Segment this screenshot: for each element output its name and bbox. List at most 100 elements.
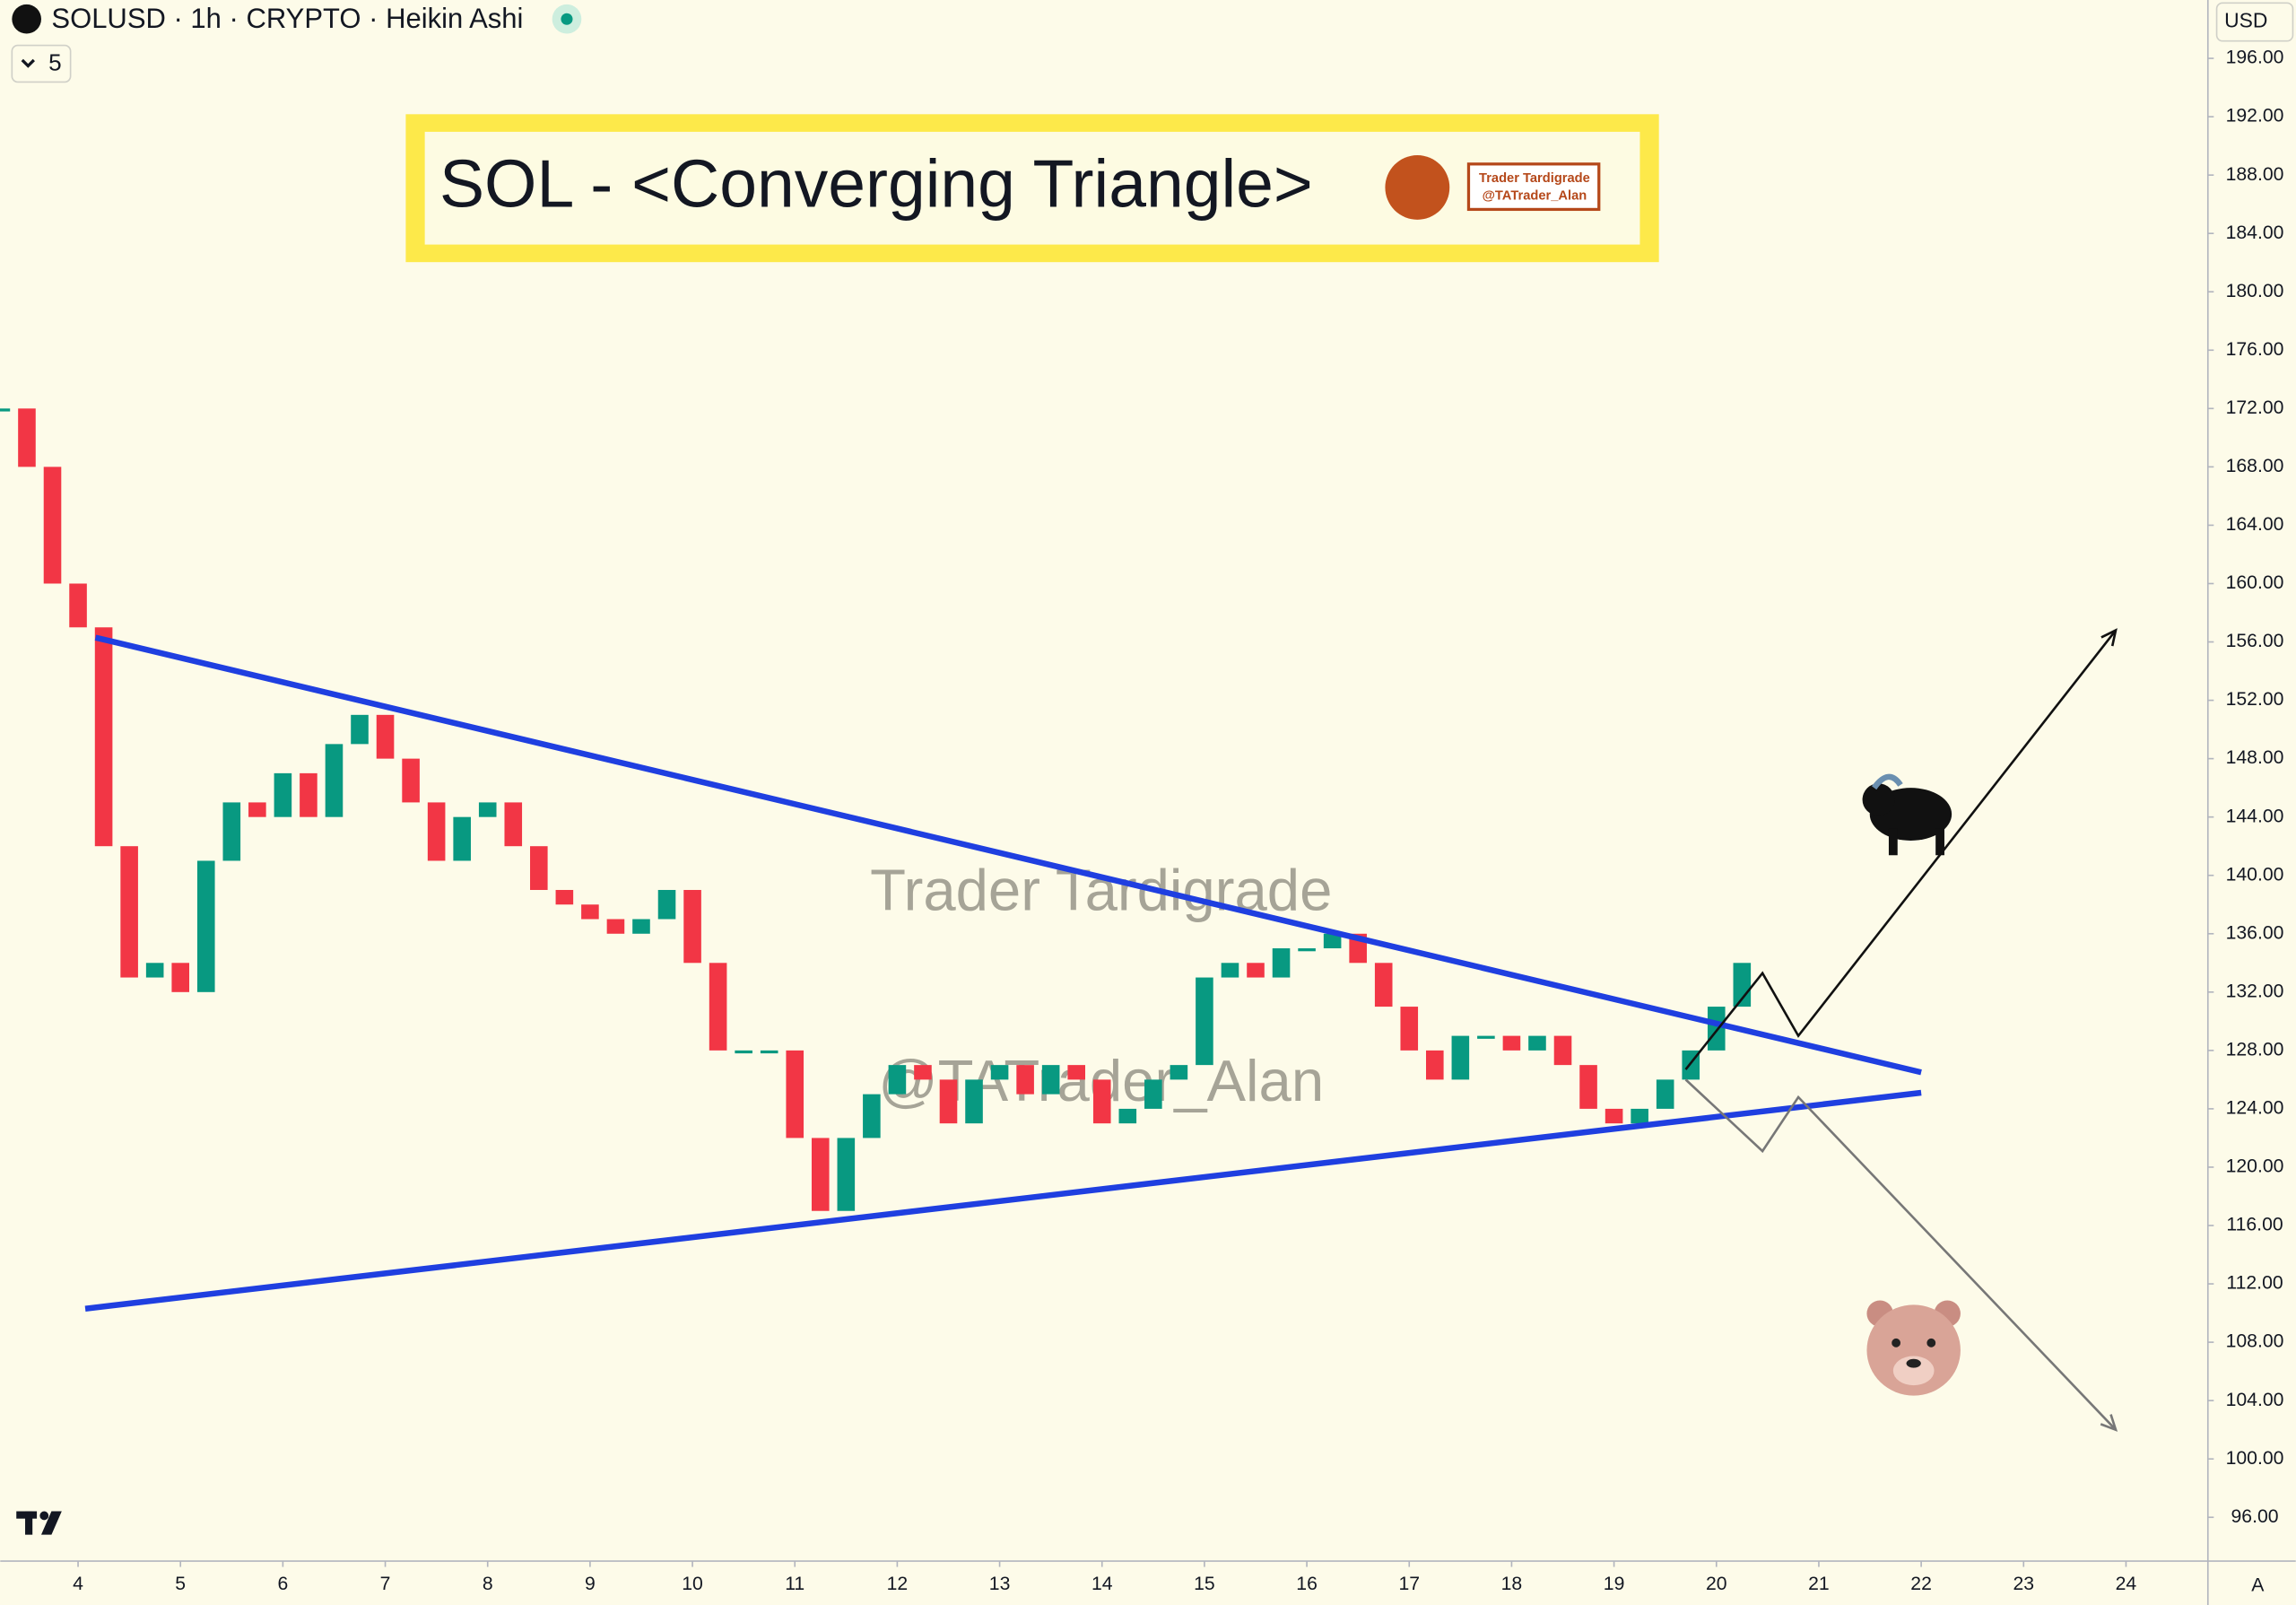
candle [0, 408, 11, 412]
y-tick-label: 132.00 [2226, 981, 2284, 1001]
y-tick-label: 192.00 [2226, 106, 2284, 126]
marks [0, 408, 2118, 1432]
candle [1631, 1108, 1648, 1124]
candle [965, 1079, 983, 1124]
candle [1426, 1050, 1444, 1080]
x-tick-label: 11 [785, 1574, 804, 1594]
candle [811, 1138, 830, 1211]
chart-title: SOL - <Converging Triangle> [439, 145, 1313, 221]
candle [1451, 1035, 1470, 1080]
candle [1041, 1065, 1060, 1095]
y-tick-label: 160.00 [2226, 572, 2284, 593]
candle [606, 919, 625, 934]
candle [657, 889, 676, 920]
candle [1374, 963, 1393, 1007]
x-tick-label: 13 [989, 1574, 1011, 1594]
x-tick-label: 10 [682, 1574, 703, 1594]
x-tick-label: 23 [2013, 1574, 2034, 1594]
x-tick-label: 19 [1604, 1574, 1625, 1594]
candle [248, 802, 266, 817]
status-dot-inner [561, 13, 573, 25]
symbol-info: SOLUSD · 1h · CRYPTO · Heikin Ashi [51, 3, 523, 34]
candle [1221, 963, 1239, 978]
y-tick-label: 144.00 [2226, 806, 2284, 826]
candle [1247, 963, 1265, 978]
currency-selector[interactable] [2215, 2, 2294, 42]
candle [376, 714, 395, 759]
candle [1144, 1079, 1162, 1109]
candle [478, 802, 497, 817]
y-tick-label: 156.00 [2226, 631, 2284, 651]
candle [581, 904, 599, 920]
candle [1272, 948, 1291, 978]
candle [1400, 1007, 1419, 1051]
candle [427, 802, 446, 861]
candle [709, 963, 727, 1051]
candle [69, 583, 87, 628]
x-tick-label: 15 [1194, 1574, 1215, 1594]
projection [1684, 629, 2118, 1070]
candle [863, 1094, 881, 1138]
y-tick-label: 108.00 [2226, 1331, 2284, 1352]
x-tick-label: 21 [1808, 1574, 1830, 1594]
candle [1298, 948, 1316, 952]
y-tick-label: 100.00 [2226, 1448, 2284, 1469]
x-tick-label: 24 [2116, 1574, 2137, 1594]
candle [1528, 1035, 1546, 1051]
candle [351, 714, 369, 745]
candle [274, 772, 292, 817]
candle [1067, 1065, 1085, 1080]
y-tick-label: 180.00 [2226, 281, 2284, 301]
trendline [84, 1089, 1922, 1312]
candle [325, 744, 344, 817]
candle [300, 772, 317, 817]
candle [453, 816, 471, 861]
candle [683, 889, 701, 964]
bull-icon [1862, 773, 1952, 856]
x-tick-label: 20 [1706, 1574, 1727, 1594]
candle [171, 963, 190, 992]
candle [1502, 1035, 1521, 1051]
x-tick-label: 14 [1091, 1574, 1113, 1594]
candle [760, 1050, 778, 1054]
candle [1118, 1108, 1137, 1124]
y-tick-label: 124.00 [2226, 1098, 2284, 1119]
candle [1579, 1065, 1597, 1109]
y-tick-label: 184.00 [2226, 222, 2284, 243]
symbol-icon [12, 4, 41, 34]
candle [837, 1138, 856, 1211]
candle [632, 919, 650, 934]
y-tick-label: 128.00 [2226, 1039, 2284, 1060]
candle [786, 1050, 804, 1138]
y-tick-label: 96.00 [2231, 1506, 2278, 1527]
x-tick-label: 9 [585, 1574, 596, 1594]
candle [888, 1065, 907, 1095]
candle [1605, 1108, 1623, 1124]
candle [1323, 933, 1342, 949]
candle [530, 846, 548, 890]
projection [1684, 1078, 2117, 1431]
y-tick-label: 120.00 [2226, 1156, 2284, 1177]
candle [222, 802, 241, 861]
y-tick-label: 196.00 [2226, 48, 2284, 68]
y-tick-label: 152.00 [2226, 689, 2284, 710]
candle [43, 467, 62, 584]
candle [939, 1079, 958, 1124]
candle [402, 758, 420, 803]
badge-name: Trader Tardigrade [1479, 171, 1590, 186]
y-tick-label: 116.00 [2226, 1215, 2283, 1235]
candle [735, 1050, 752, 1054]
x-tick-label: 16 [1296, 1574, 1318, 1594]
candle [196, 860, 215, 992]
candle [1553, 1035, 1572, 1066]
x-tick-label: 6 [277, 1574, 288, 1594]
auto-scale[interactable]: A [2251, 1574, 2265, 1595]
candle [1733, 963, 1752, 1007]
x-tick-label: 8 [483, 1574, 493, 1594]
indicator-toggle[interactable] [11, 44, 72, 83]
candle [504, 802, 523, 847]
candle [1170, 1065, 1188, 1080]
candle [1196, 977, 1213, 1066]
